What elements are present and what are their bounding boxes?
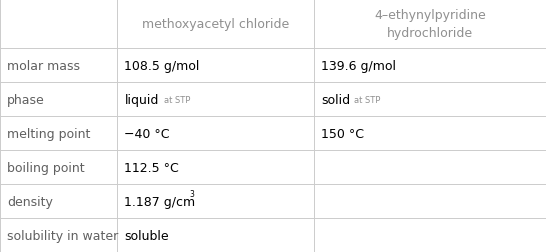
Text: density: density (7, 195, 53, 208)
Text: liquid: liquid (124, 93, 159, 106)
Text: boiling point: boiling point (7, 161, 85, 174)
Text: 150 °C: 150 °C (321, 127, 364, 140)
Text: phase: phase (7, 93, 45, 106)
Text: at STP: at STP (354, 95, 380, 104)
Text: solubility in water: solubility in water (7, 229, 118, 242)
Text: 3: 3 (189, 189, 194, 198)
Text: 108.5 g/mol: 108.5 g/mol (124, 59, 200, 73)
Text: molar mass: molar mass (7, 59, 80, 73)
Text: 139.6 g/mol: 139.6 g/mol (321, 59, 396, 73)
Text: melting point: melting point (7, 127, 91, 140)
Text: soluble: soluble (124, 229, 169, 242)
Text: at STP: at STP (164, 95, 190, 104)
Text: 4–ethynylpyridine
hydrochloride: 4–ethynylpyridine hydrochloride (374, 9, 486, 40)
Text: 1.187 g/cm: 1.187 g/cm (124, 195, 195, 208)
Text: −40 °C: −40 °C (124, 127, 170, 140)
Text: solid: solid (321, 93, 350, 106)
Text: 112.5 °C: 112.5 °C (124, 161, 179, 174)
Text: methoxyacetyl chloride: methoxyacetyl chloride (142, 18, 289, 31)
